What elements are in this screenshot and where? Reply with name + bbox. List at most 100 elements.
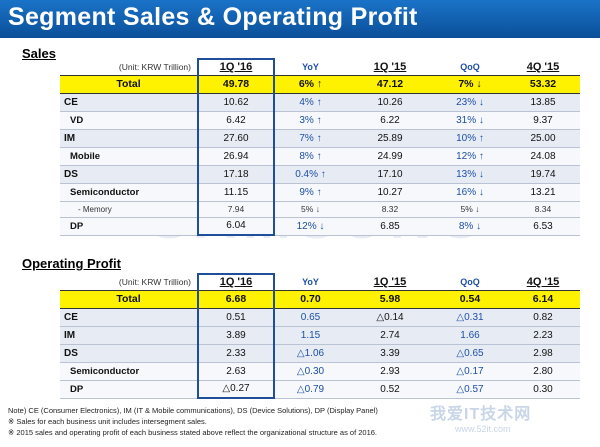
cell-qoq: 0.54 xyxy=(434,289,506,309)
cell-4q15: 53.32 xyxy=(506,74,580,94)
cell-qoq: 8% ↓ xyxy=(434,217,506,236)
sales-row-dp: DP 6.04 12% ↓ 6.85 8% ↓ 6.53 xyxy=(60,217,580,236)
cell-1q15: 6.85 xyxy=(346,217,434,236)
cell-4q15: 13.21 xyxy=(506,183,580,202)
op-unit: (Unit: KRW Trillion) xyxy=(118,276,191,287)
row-label: DP xyxy=(60,217,198,236)
cell-qoq: 13% ↓ xyxy=(434,165,506,184)
cell-qoq: 23% ↓ xyxy=(434,93,506,112)
sales-section-label: Sales xyxy=(22,46,56,61)
sales-row-mobile: Mobile 26.94 8% ↑ 24.99 12% ↑ 24.08 xyxy=(60,147,580,166)
cell-1q15: △0.14 xyxy=(346,308,434,327)
cell-1q16: 3.89 xyxy=(197,326,275,345)
op-header-row: (Unit: KRW Trillion) 1Q '16 YoY 1Q '15 Q… xyxy=(60,273,580,290)
cell-1q16: 2.63 xyxy=(197,362,275,381)
cell-qoq: 1.66 xyxy=(434,326,506,345)
cell-yoy: △0.30 xyxy=(274,362,346,381)
sales-row-vd: VD 6.42 3% ↑ 6.22 31% ↓ 9.37 xyxy=(60,111,580,130)
cell-yoy: 3% ↑ xyxy=(274,111,346,130)
row-label: Semiconductor xyxy=(60,362,198,381)
cell-1q16: 49.78 xyxy=(197,74,275,94)
cell-qoq: 12% ↑ xyxy=(434,147,506,166)
page-title: Segment Sales & Operating Profit xyxy=(8,3,418,31)
cell-yoy: 5% ↓ xyxy=(274,201,346,218)
cell-1q15: 24.99 xyxy=(346,147,434,166)
row-label: Total xyxy=(60,74,198,94)
row-label: Semiconductor xyxy=(60,183,198,202)
cell-qoq: 7% ↓ xyxy=(434,74,506,94)
row-label: CE xyxy=(60,308,198,327)
op-row-dp: DP △0.27 △0.79 0.52 △0.57 0.30 xyxy=(60,380,580,399)
cell-1q15: 5.98 xyxy=(346,289,434,309)
cell-4q15: 2.98 xyxy=(506,344,580,363)
footnotes: Note) CE (Consumer Electronics), IM (IT … xyxy=(8,405,378,438)
cell-qoq: △0.17 xyxy=(434,362,506,381)
cell-yoy: △1.06 xyxy=(274,344,346,363)
op-row-semiconductor: Semiconductor 2.63 △0.30 2.93 △0.17 2.80 xyxy=(60,362,580,381)
cell-yoy: 4% ↑ xyxy=(274,93,346,112)
cell-1q16: 6.04 xyxy=(197,217,275,236)
site-watermark-url: www.52it.com xyxy=(455,424,511,434)
op-header-1q15: 1Q '15 xyxy=(373,275,407,288)
cell-qoq: 5% ↓ xyxy=(434,201,506,218)
cell-yoy: 8% ↑ xyxy=(274,147,346,166)
cell-1q16: 6.42 xyxy=(197,111,275,130)
op-header-yoy: YoY xyxy=(302,276,319,287)
cell-yoy: 6% ↑ xyxy=(274,74,346,94)
sales-header-4q15: 4Q '15 xyxy=(526,60,560,73)
cell-yoy: 9% ↑ xyxy=(274,183,346,202)
cell-1q16: 7.94 xyxy=(197,201,275,218)
cell-qoq: △0.57 xyxy=(434,380,506,399)
footnote-1: Note) CE (Consumer Electronics), IM (IT … xyxy=(8,406,378,415)
cell-4q15: 25.00 xyxy=(506,129,580,148)
title-bar: Segment Sales & Operating Profit xyxy=(0,0,600,38)
row-label: CE xyxy=(60,93,198,112)
cell-4q15: 8.34 xyxy=(506,201,580,218)
cell-yoy: 12% ↓ xyxy=(274,217,346,236)
sales-row-ce: CE 10.62 4% ↑ 10.26 23% ↓ 13.85 xyxy=(60,93,580,112)
cell-qoq: △0.31 xyxy=(434,308,506,327)
op-section-label: Operating Profit xyxy=(22,256,121,271)
row-label: DS xyxy=(60,344,198,363)
row-label: Total xyxy=(60,289,198,309)
cell-yoy: 7% ↑ xyxy=(274,129,346,148)
sales-unit: (Unit: KRW Trillion) xyxy=(118,61,191,72)
footnote-2: ※ Sales for each business unit includes … xyxy=(8,417,207,426)
op-table: (Unit: KRW Trillion) 1Q '16 YoY 1Q '15 Q… xyxy=(60,273,580,399)
cell-1q16: 6.68 xyxy=(197,289,275,309)
op-header-4q15: 4Q '15 xyxy=(526,275,560,288)
cell-1q16: 0.51 xyxy=(197,308,275,327)
op-row-ce: CE 0.51 0.65 △0.14 △0.31 0.82 xyxy=(60,308,580,327)
cell-1q15: 6.22 xyxy=(346,111,434,130)
cell-1q16: 2.33 xyxy=(197,344,275,363)
sales-table: (Unit: KRW Trillion) 1Q '16 YoY 1Q '15 Q… xyxy=(60,58,580,236)
row-label: - Memory xyxy=(60,201,198,218)
cell-4q15: 2.80 xyxy=(506,362,580,381)
cell-1q15: 8.32 xyxy=(346,201,434,218)
cell-4q15: 9.37 xyxy=(506,111,580,130)
sales-header-yoy: YoY xyxy=(302,61,319,72)
row-label: DP xyxy=(60,380,198,399)
cell-qoq: △0.65 xyxy=(434,344,506,363)
cell-qoq: 31% ↓ xyxy=(434,111,506,130)
cell-1q15: 10.26 xyxy=(346,93,434,112)
sales-row-im: IM 27.60 7% ↑ 25.89 10% ↑ 25.00 xyxy=(60,129,580,148)
cell-1q16: 17.18 xyxy=(197,165,275,184)
op-header-qoq: QoQ xyxy=(460,276,480,287)
cell-yoy: △0.79 xyxy=(274,380,346,399)
cell-1q16: 27.60 xyxy=(197,129,275,148)
sales-row-total: Total 49.78 6% ↑ 47.12 7% ↓ 53.32 xyxy=(60,74,580,94)
cell-1q16: △0.27 xyxy=(197,380,275,399)
cell-qoq: 10% ↑ xyxy=(434,129,506,148)
op-row-im: IM 3.89 1.15 2.74 1.66 2.23 xyxy=(60,326,580,345)
cell-4q15: 19.74 xyxy=(506,165,580,184)
op-header-1q16: 1Q '16 xyxy=(197,273,275,290)
row-label: VD xyxy=(60,111,198,130)
op-row-ds: DS 2.33 △1.06 3.39 △0.65 2.98 xyxy=(60,344,580,363)
cell-1q15: 3.39 xyxy=(346,344,434,363)
row-label: Mobile xyxy=(60,147,198,166)
sales-header-1q15: 1Q '15 xyxy=(373,60,407,73)
sales-row-semiconductor: Semiconductor 11.15 9% ↑ 10.27 16% ↓ 13.… xyxy=(60,183,580,202)
cell-qoq: 16% ↓ xyxy=(434,183,506,202)
cell-1q15: 47.12 xyxy=(346,74,434,94)
